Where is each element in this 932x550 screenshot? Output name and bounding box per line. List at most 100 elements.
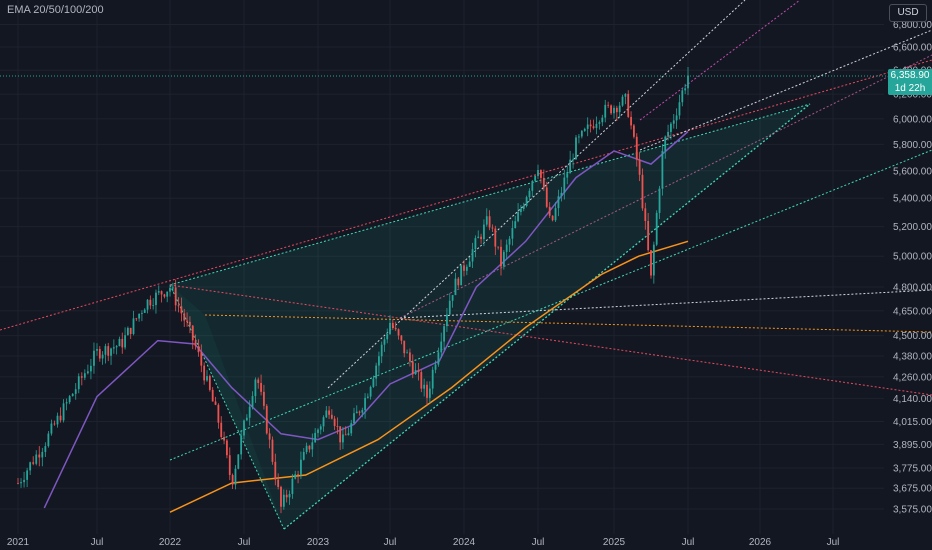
candle-body	[149, 299, 152, 306]
time-tick-label: Jul	[682, 537, 695, 548]
candle-body	[670, 123, 672, 132]
candle-body	[47, 433, 50, 447]
candle-body	[389, 322, 391, 335]
candle-body	[203, 365, 206, 381]
candle-body	[563, 177, 566, 193]
candle-body	[386, 334, 389, 340]
candle-body	[80, 376, 83, 378]
candle-body	[305, 445, 308, 452]
candle-body	[135, 318, 138, 320]
candle-body	[132, 318, 135, 334]
candle-body	[361, 410, 364, 413]
price-tick-label: 3,675.00	[893, 484, 932, 495]
candle-body	[586, 124, 589, 129]
candle-body	[578, 136, 580, 138]
price-tick-label: 4,650.00	[893, 306, 932, 317]
trend-ray-magenta	[639, 0, 801, 121]
candle-body	[308, 445, 311, 450]
candle-body	[180, 306, 183, 314]
candle-body	[291, 478, 294, 494]
price-tick-label: 4,800.00	[893, 282, 932, 293]
candle-body	[166, 291, 169, 297]
candle-body	[644, 208, 647, 222]
trend-ray-pink	[399, 54, 932, 319]
candle-body	[675, 115, 678, 121]
candle-body	[364, 397, 366, 411]
candle-body	[155, 292, 157, 306]
candle-body	[217, 404, 220, 423]
candle-body	[333, 418, 336, 427]
candle-body	[29, 462, 32, 471]
trend-ray-orange	[204, 314, 932, 333]
trend-ray-white-flat	[399, 289, 932, 319]
candle-body	[647, 221, 650, 251]
candle-body	[129, 327, 132, 334]
candle-body	[592, 126, 595, 129]
candle-body	[502, 251, 505, 267]
candle-body	[595, 123, 598, 129]
candle-body	[380, 344, 383, 357]
candle-body	[411, 361, 414, 375]
candle-body	[366, 396, 369, 398]
candle-body	[434, 364, 437, 370]
candle-body	[589, 124, 592, 127]
candle-body	[297, 474, 299, 476]
candle-body	[280, 486, 282, 507]
candle-body	[112, 347, 115, 349]
candle-body	[274, 461, 277, 480]
currency-button[interactable]: USD	[889, 4, 927, 22]
candle-body	[624, 93, 627, 97]
candle-body	[483, 224, 485, 240]
indicator-label[interactable]: EMA 20/50/100/200	[7, 4, 104, 16]
candle-body	[174, 287, 177, 306]
candle-body	[383, 339, 386, 345]
trend-ray-red-upper	[0, 59, 932, 331]
price-tick-label: 5,200.00	[893, 222, 932, 233]
price-axis[interactable]: 6,800.006,600.006,400.006,200.006,000.00…	[893, 20, 932, 515]
candle-body	[77, 376, 80, 390]
candle-body	[121, 338, 124, 348]
candle-body	[633, 125, 635, 137]
candle-body	[485, 216, 488, 225]
time-tick-label: 2021	[7, 537, 30, 548]
candle-body	[534, 176, 537, 181]
price-tick-label: 4,500.00	[893, 331, 932, 342]
candle-body	[83, 373, 86, 378]
candle-body	[17, 483, 19, 484]
candle-body	[41, 451, 44, 458]
candle-body	[26, 470, 29, 480]
candle-body	[234, 468, 237, 485]
candle-body	[423, 384, 426, 389]
price-tick-label: 5,800.00	[893, 140, 932, 151]
candle-body	[268, 433, 271, 440]
candle-body	[152, 305, 155, 306]
candle-body	[474, 238, 477, 250]
candle-body	[96, 348, 98, 351]
candle-body	[500, 246, 502, 267]
candle-body	[56, 415, 59, 425]
candle-body	[282, 494, 285, 507]
candle-body	[325, 410, 328, 418]
candle-body	[610, 105, 612, 114]
candle-body	[607, 104, 610, 106]
time-axis[interactable]: 2021 Jul 2022 Jul 2023 Jul 2024 Jul 2025 Jul 2026 J…	[7, 537, 840, 548]
candle-body	[23, 479, 25, 483]
time-tick-label: Jul	[532, 537, 545, 548]
candle-body	[601, 117, 604, 123]
price-tick-label: 3,895.00	[893, 440, 932, 451]
candle-body	[517, 211, 519, 222]
candle-body	[641, 174, 644, 209]
candle-body	[372, 378, 375, 387]
candle-body	[223, 436, 225, 441]
candle-body	[505, 244, 508, 252]
candle-body	[171, 287, 174, 289]
candle-body	[394, 327, 397, 330]
candle-body	[257, 379, 260, 384]
candle-body	[494, 228, 497, 247]
candle-body	[580, 130, 583, 137]
candle-body	[191, 325, 194, 341]
ema-lines	[43, 130, 689, 513]
candle-body	[428, 388, 431, 398]
time-tick-label: 2026	[749, 537, 772, 548]
